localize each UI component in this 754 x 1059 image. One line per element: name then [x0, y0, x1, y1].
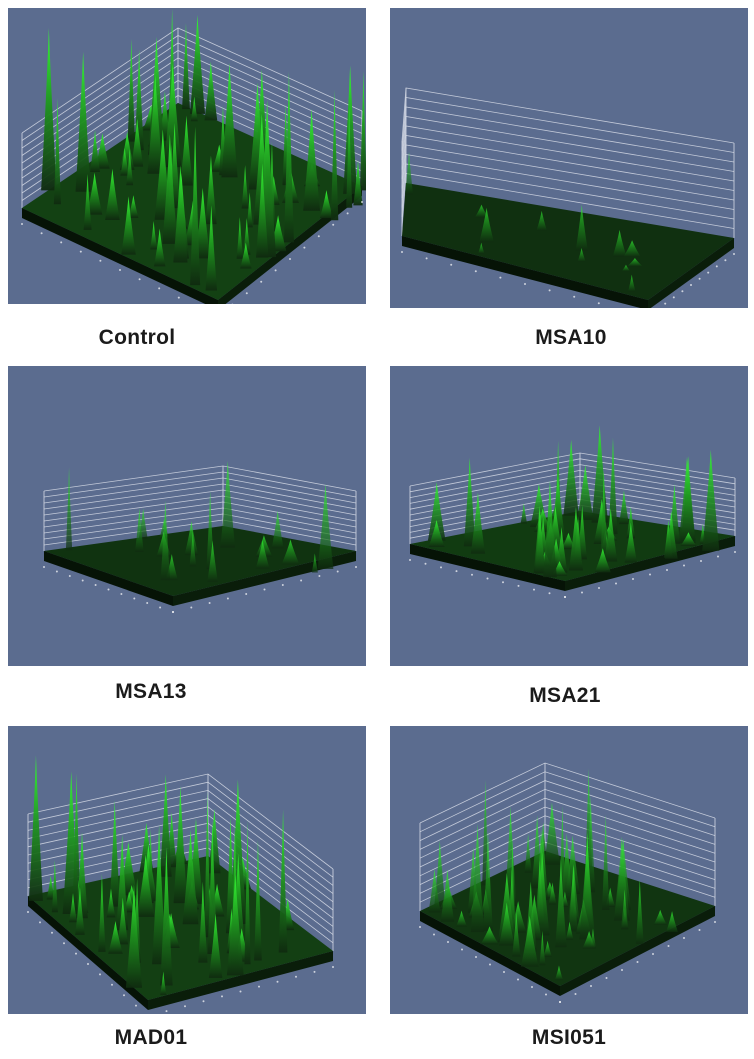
surface-plot-mad01: [27, 755, 334, 1013]
plot-axes: [21, 201, 363, 304]
caption-mad01: MAD01: [114, 1026, 188, 1049]
plot-axes: [401, 251, 735, 305]
caption-msa10: MSA10: [535, 326, 607, 349]
caption-control: Control: [98, 326, 176, 349]
panel-msi051: [390, 726, 748, 1014]
panel-msa13: [8, 366, 366, 666]
surface-plot-control: [21, 8, 366, 304]
plot-surface: [402, 183, 734, 308]
plot-axes: [409, 551, 736, 598]
fluorescence-peaks: [428, 768, 678, 981]
plot-axes: [419, 921, 716, 1003]
surface-plot-msa10: [401, 87, 735, 308]
plot-surface: [44, 526, 356, 606]
panel-msa21: [390, 366, 748, 666]
plot-axes: [27, 911, 334, 1013]
fluorescence-peaks: [65, 461, 334, 582]
plot-axes: [43, 566, 357, 613]
surface-plot-msi051: [419, 762, 716, 1003]
caption-msi051: MSI051: [531, 1026, 607, 1049]
plot-surface: [28, 856, 333, 1010]
plot-walls: [419, 762, 716, 911]
panel-msa10: [390, 8, 748, 308]
panel-mad01: [8, 726, 366, 1014]
plot-walls: [27, 773, 334, 951]
fluorescence-peaks: [405, 151, 643, 292]
fluorescence-peaks: [28, 755, 295, 995]
surface-plot-msa13: [43, 461, 357, 613]
surface-plot-msa21: [409, 425, 736, 598]
caption-msa13: MSA13: [115, 680, 187, 703]
plot-walls: [401, 87, 735, 238]
fluorescence-peaks: [427, 425, 720, 578]
caption-msa21: MSA21: [529, 684, 601, 707]
panel-control: [8, 8, 366, 304]
fluorescence-peaks: [41, 8, 366, 291]
